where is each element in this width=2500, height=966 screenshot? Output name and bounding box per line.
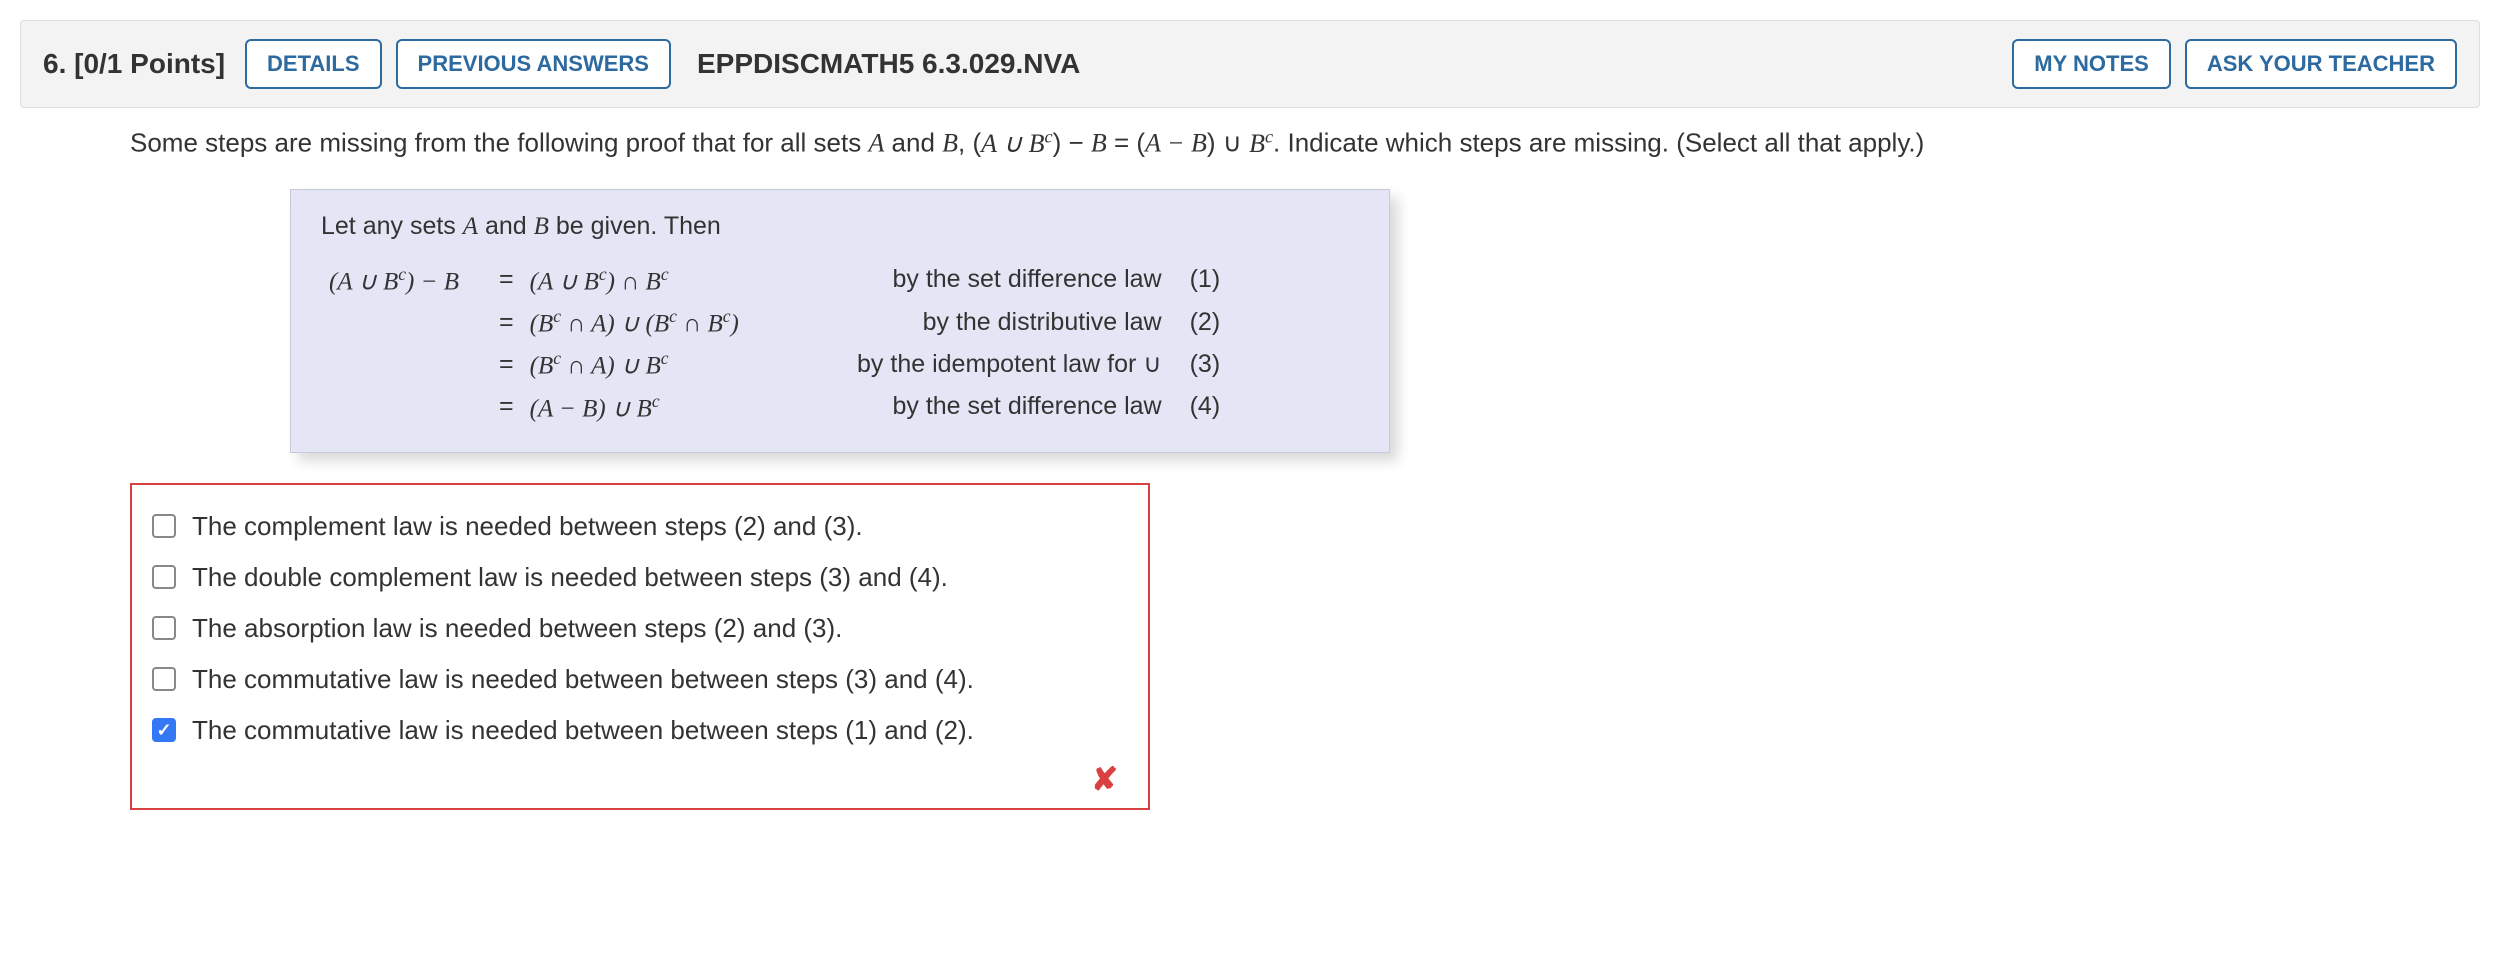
proof-lhs [321, 386, 491, 428]
previous-answers-button[interactable]: PREVIOUS ANSWERS [396, 39, 671, 89]
question-code: EPPDISCMATH5 6.3.029.NVA [697, 48, 1080, 80]
proof-intro-text: Let any sets [321, 212, 463, 240]
checkbox[interactable] [152, 616, 176, 640]
proof-lhs [321, 343, 491, 385]
prompt-text: and [884, 128, 942, 158]
option-label: The commutative law is needed between be… [192, 715, 974, 746]
proof-reason: by the set difference law [802, 259, 1182, 301]
proof-intro-text: and [478, 212, 534, 240]
proof-rhs: (A ∪ Bc) ∩ Bc [522, 259, 802, 301]
answer-option[interactable]: The commutative law is needed between be… [152, 654, 1128, 705]
answer-option[interactable]: The absorption law is needed between ste… [152, 603, 1128, 654]
proof-eq: = [491, 301, 522, 343]
ask-teacher-button[interactable]: ASK YOUR TEACHER [2185, 39, 2457, 89]
proof-tag: (1) [1182, 259, 1232, 301]
proof-row: = (Bc ∩ A) ∪ (Bc ∩ Bc) by the distributi… [321, 301, 1232, 343]
proof-intro-math: B [534, 213, 549, 240]
prompt-math: B [1091, 129, 1107, 158]
proof-tag: (4) [1182, 386, 1232, 428]
answer-option[interactable]: The double complement law is needed betw… [152, 552, 1128, 603]
option-label: The double complement law is needed betw… [192, 562, 948, 593]
proof-eq: = [491, 386, 522, 428]
answer-option[interactable]: The commutative law is needed between be… [152, 705, 1128, 756]
prompt-math: A [868, 129, 884, 158]
proof-rhs: (Bc ∩ A) ∪ Bc [522, 343, 802, 385]
proof-tag: (3) [1182, 343, 1232, 385]
prompt-text: ) − [1053, 128, 1091, 158]
proof-intro: Let any sets A and B be given. Then [321, 212, 1359, 241]
proof-table: (A ∪ Bc) − B = (A ∪ Bc) ∩ Bc by the set … [321, 259, 1232, 428]
prompt-math: B [942, 129, 958, 158]
my-notes-button[interactable]: MY NOTES [2012, 39, 2171, 89]
prompt-math: A ∪ Bc [981, 129, 1052, 158]
proof-intro-text: be given. Then [549, 212, 721, 240]
question-prompt: Some steps are missing from the followin… [130, 126, 2370, 159]
proof-lhs [321, 301, 491, 343]
answer-options-box: The complement law is needed between ste… [130, 483, 1150, 810]
proof-intro-math: A [463, 213, 478, 240]
proof-row: (A ∪ Bc) − B = (A ∪ Bc) ∩ Bc by the set … [321, 259, 1232, 301]
checkbox[interactable] [152, 514, 176, 538]
proof-eq: = [491, 343, 522, 385]
option-label: The commutative law is needed between be… [192, 664, 974, 695]
proof-tag: (2) [1182, 301, 1232, 343]
option-label: The absorption law is needed between ste… [192, 613, 842, 644]
prompt-text: . Indicate which steps are missing. (Sel… [1273, 128, 1924, 158]
proof-reason: by the distributive law [802, 301, 1182, 343]
question-number-points: 6. [0/1 Points] [43, 48, 225, 80]
details-button[interactable]: DETAILS [245, 39, 381, 89]
checkbox[interactable] [152, 565, 176, 589]
proof-row: = (A − B) ∪ Bc by the set difference law… [321, 386, 1232, 428]
question-header: 6. [0/1 Points] DETAILS PREVIOUS ANSWERS… [20, 20, 2480, 108]
checkbox[interactable] [152, 667, 176, 691]
proof-row: = (Bc ∩ A) ∪ Bc by the idempotent law fo… [321, 343, 1232, 385]
proof-eq: = [491, 259, 522, 301]
question-container: 6. [0/1 Points] DETAILS PREVIOUS ANSWERS… [0, 0, 2500, 830]
proof-lhs: (A ∪ Bc) − B [321, 259, 491, 301]
proof-box: Let any sets A and B be given. Then (A ∪… [290, 189, 1390, 453]
prompt-text: , ( [958, 128, 981, 158]
prompt-text: ) ∪ [1207, 128, 1249, 158]
prompt-text: = ( [1107, 128, 1145, 158]
proof-rhs: (A − B) ∪ Bc [522, 386, 802, 428]
proof-reason: by the set difference law [802, 386, 1182, 428]
proof-rhs: (Bc ∩ A) ∪ (Bc ∩ Bc) [522, 301, 802, 343]
option-label: The complement law is needed between ste… [192, 511, 863, 542]
prompt-math: A − B [1145, 129, 1207, 158]
answer-option[interactable]: The complement law is needed between ste… [152, 501, 1128, 552]
proof-reason: by the idempotent law for ∪ [802, 343, 1182, 385]
checkbox[interactable] [152, 718, 176, 742]
question-body: Some steps are missing from the followin… [20, 126, 2480, 810]
prompt-text: Some steps are missing from the followin… [130, 128, 868, 158]
incorrect-icon: ✘ [152, 756, 1128, 798]
prompt-math: Bc [1249, 129, 1273, 158]
